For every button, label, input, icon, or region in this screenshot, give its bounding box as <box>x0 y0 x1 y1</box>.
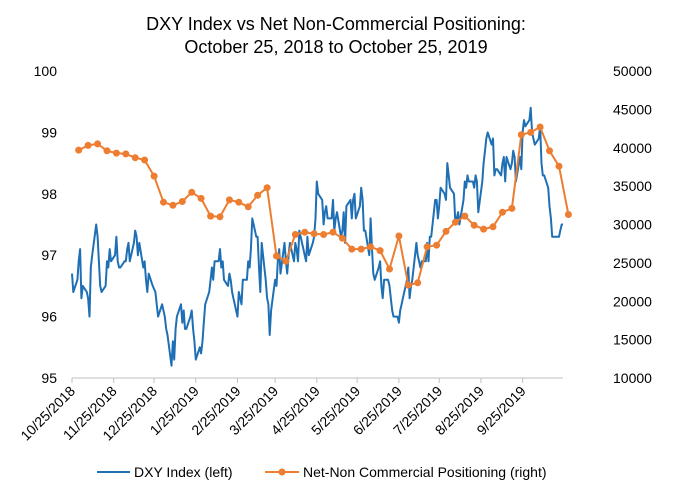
y-right-axis: 10000 15000 20000 25000 30000 35000 40000 45000… <box>613 63 652 386</box>
y-right-tick-label: 40000 <box>613 140 652 156</box>
positioning-point <box>546 147 553 155</box>
positioning-point <box>489 223 497 231</box>
positioning-point <box>442 227 450 235</box>
positioning-point <box>480 225 488 233</box>
positioning-point <box>348 245 356 253</box>
positioning-point <box>254 191 262 199</box>
positioning-point <box>329 228 337 236</box>
positioning-point <box>150 172 158 180</box>
y-left-tick-label: 97 <box>41 247 57 263</box>
chart-title-line1: DXY Index vs Net Non-Commercial Position… <box>146 14 526 34</box>
positioning-point <box>470 221 478 229</box>
positioning-point <box>94 140 102 148</box>
positioning-point <box>169 201 177 209</box>
positioning-point <box>122 150 130 158</box>
positioning-point <box>197 194 205 202</box>
positioning-point <box>386 265 393 273</box>
positioning-point <box>423 243 431 251</box>
chart-title-line2: October 25, 2018 to October 25, 2019 <box>184 37 487 57</box>
positioning-point <box>112 149 120 157</box>
positioning-point <box>141 156 149 164</box>
positioning-point <box>244 203 252 211</box>
positioning-point <box>517 131 525 139</box>
legend-marker-positioning <box>278 468 286 476</box>
y-right-tick-label: 45000 <box>613 101 652 117</box>
positioning-point <box>338 234 346 242</box>
positioning-point <box>508 204 516 212</box>
positioning-point <box>564 211 572 218</box>
positioning-point <box>310 230 318 238</box>
positioning-point <box>75 146 83 154</box>
positioning-point <box>367 243 375 251</box>
series-line-dxy <box>71 106 563 367</box>
y-left-tick-label: 96 <box>41 309 57 325</box>
positioning-point <box>273 252 280 260</box>
legend-label-dxy: DXY Index (left) <box>134 464 233 480</box>
positioning-point <box>207 212 215 220</box>
positioning-point <box>320 231 328 238</box>
positioning-point <box>404 281 412 289</box>
positioning-point <box>225 196 233 204</box>
positioning-point <box>216 213 224 221</box>
legend-label-positioning: Net-Non Commercial Positioning (right) <box>303 464 547 480</box>
y-right-tick-label: 35000 <box>613 178 652 194</box>
y-left-tick-label: 98 <box>41 186 57 202</box>
positioning-point <box>84 141 92 149</box>
positioning-point <box>461 212 469 220</box>
series-markers-positioning <box>75 123 572 289</box>
positioning-point <box>103 147 111 155</box>
positioning-point <box>395 232 403 240</box>
legend: DXY Index (left) Net-Non Commercial Posi… <box>97 464 547 480</box>
positioning-point <box>555 162 563 170</box>
positioning-point <box>301 228 309 236</box>
positioning-point <box>433 241 441 249</box>
y-right-tick-label: 15000 <box>613 332 652 348</box>
positioning-point <box>536 123 544 131</box>
y-right-tick-label: 25000 <box>613 255 652 271</box>
y-right-tick-label: 30000 <box>613 217 652 233</box>
positioning-point <box>282 257 290 265</box>
y-right-tick-label: 50000 <box>613 63 652 79</box>
x-axis: 10/25/201811/25/201812/25/20181/25/20192… <box>17 378 529 444</box>
y-right-tick-label: 10000 <box>613 370 652 386</box>
y-left-axis: 95 96 97 98 99 100 <box>34 63 58 386</box>
positioning-point <box>357 245 365 253</box>
y-right-tick-label: 20000 <box>613 293 652 309</box>
positioning-point <box>499 208 506 216</box>
y-left-tick-label: 100 <box>34 63 58 79</box>
positioning-point <box>291 231 299 238</box>
positioning-point <box>131 154 139 162</box>
positioning-point <box>527 128 535 136</box>
y-left-tick-label: 95 <box>41 370 57 386</box>
positioning-point <box>263 184 271 192</box>
positioning-point <box>451 218 459 226</box>
positioning-point <box>376 247 384 255</box>
y-left-tick-label: 99 <box>41 124 57 140</box>
positioning-point <box>160 198 167 206</box>
positioning-point <box>178 198 186 205</box>
positioning-point <box>414 279 422 287</box>
positioning-point <box>235 198 243 206</box>
positioning-point <box>188 188 196 196</box>
